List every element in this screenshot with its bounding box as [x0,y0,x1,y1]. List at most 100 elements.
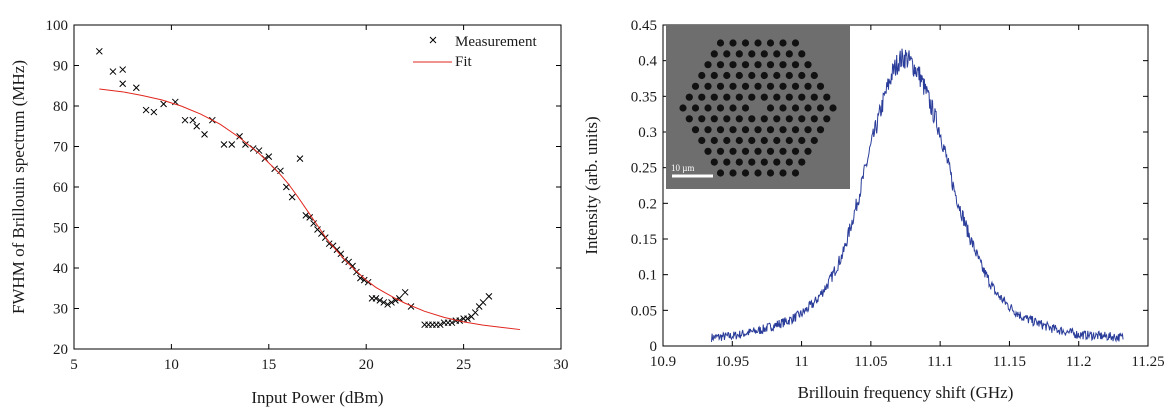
x-tick-label: 10.9 [650,354,676,370]
air-hole [785,50,793,58]
air-hole [710,50,718,58]
fwhm-chart-marks [95,47,521,331]
air-hole [760,136,768,145]
x-tick-label: 5 [70,357,78,373]
legend-marker-measurement [429,36,437,44]
air-hole [735,93,743,101]
air-hole [773,71,781,80]
y-tick-label: 0.1 [638,268,657,284]
brillouin-spectrum-chart: 10.9 10.95 11 11.05 11.1 11.15 11.2 11.25 0 0.05 0… [582,18,1164,402]
air-hole [798,71,806,80]
legend-label-measurement: Measurement [455,34,537,50]
air-hole [748,136,756,145]
air-hole [779,82,787,90]
measurement-point [310,220,317,227]
air-hole [685,93,693,101]
air-hole [741,104,750,112]
air-hole [785,93,793,101]
y-tick-label: 0.05 [631,303,657,319]
legend-label-fit: Fit [455,54,473,70]
air-hole [791,39,800,47]
air-hole [729,147,737,155]
inset-scale-bar-label: 10 µm [671,163,694,173]
measurement-point [193,122,201,130]
air-hole [748,50,756,58]
air-hole [723,158,731,166]
air-hole [754,147,762,155]
air-hole [810,136,818,145]
measurement-point [109,68,117,75]
air-hole [779,61,787,69]
measurement-point [380,299,388,306]
measurement-point [401,288,409,296]
y-tick-label: 80 [53,99,68,115]
air-hole [798,158,806,166]
air-hole [741,169,750,177]
air-hole [710,71,718,80]
x-tick-label: 11.2 [1066,354,1092,370]
y-tick-label: 0.25 [631,161,657,177]
air-hole [679,104,687,112]
x-tick-label: 10 [164,357,179,373]
air-hole [810,115,818,123]
air-hole [791,104,800,112]
measurement-point [395,295,403,302]
air-hole [741,61,750,69]
air-hole [716,126,725,134]
spectrum-chart-ticks: 10.9 10.95 11 11.05 11.1 11.15 11.2 11.25 0 0.05 0… [631,18,1164,370]
air-hole [773,50,781,58]
measurement-point [220,141,228,148]
air-hole [791,126,800,134]
air-hole [748,93,756,101]
air-hole [729,104,737,112]
air-hole [785,136,793,145]
air-hole [698,71,706,80]
y-tick-label: 40 [53,261,68,277]
air-hole [723,136,731,145]
air-hole [704,147,712,155]
air-hole [698,115,706,123]
air-hole [716,39,725,47]
fit-line [99,88,521,331]
measurement-point [288,193,296,201]
air-hole [735,71,743,80]
air-hole [723,50,731,58]
air-hole [704,126,712,134]
measurement-point [384,301,391,308]
air-hole [729,82,737,90]
y-tick-label: 50 [53,221,68,237]
measurement-point [436,321,444,329]
air-hole [779,169,787,177]
air-hole [735,136,743,145]
air-hole [760,115,768,123]
spectrum-chart-axes [662,24,1149,347]
x-tick-label: 11.05 [854,354,887,370]
air-hole [741,147,750,155]
air-hole [691,82,700,90]
air-hole [766,39,775,47]
x-tick-label: 25 [456,357,471,373]
measurement-point [349,262,356,270]
measurement-point [95,47,103,55]
air-hole [766,126,775,134]
measurement-point [119,80,127,88]
air-hole [791,147,800,155]
measurement-point [353,268,360,276]
air-hole [754,61,762,69]
air-hole [716,169,725,177]
air-hole [691,104,700,112]
y-tick-label: 0.45 [631,18,657,34]
air-hole [766,169,775,177]
air-hole [773,93,781,101]
air-hole [766,82,775,90]
air-hole [773,158,781,166]
plot-frame [662,24,1149,347]
air-hole [710,115,718,123]
air-hole [804,147,812,155]
air-hole [816,126,825,134]
air-hole [766,104,775,112]
air-hole [804,104,812,112]
air-hole [735,50,743,58]
y-tick-label: 0.3 [638,125,657,141]
air-hole [754,126,762,134]
